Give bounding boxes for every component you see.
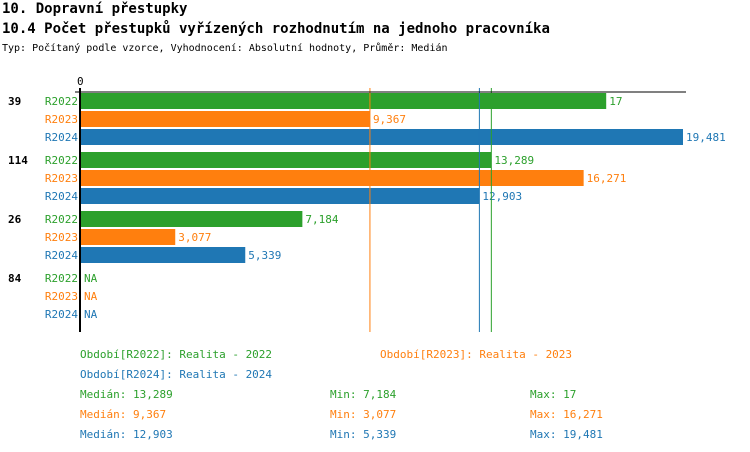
- data-label: 16,271: [587, 172, 627, 185]
- bar-chart: 0 39 R2022 17 R2023 9,367 R2024 19,481 114 R2022 1…: [8, 75, 726, 332]
- bar: [80, 152, 492, 168]
- category-label: 114: [8, 154, 28, 167]
- data-label: 7,184: [305, 213, 338, 226]
- category-label: 26: [8, 213, 22, 226]
- series-label: R2023: [45, 113, 78, 126]
- series-label: R2024: [45, 308, 78, 321]
- data-label: NA: [84, 290, 98, 303]
- series-label: R2022: [45, 213, 78, 226]
- stat-median-r2023: Medián: 9,367: [80, 408, 167, 421]
- stat-max-r2023: Max: 16,271: [530, 408, 603, 421]
- bar: [80, 129, 683, 145]
- data-label: 3,077: [178, 231, 211, 244]
- stat-max-r2022: Max: 17: [530, 388, 577, 401]
- stat-min-r2024: Min: 5,339: [330, 428, 397, 441]
- data-label: 5,339: [248, 249, 281, 262]
- stat-median-r2022: Medián: 13,289: [80, 388, 173, 401]
- stat-max-r2024: Max: 19,481: [530, 428, 603, 441]
- series-label: R2023: [45, 290, 78, 303]
- series-label: R2022: [45, 272, 78, 285]
- bar: [80, 229, 176, 245]
- data-label: 13,289: [494, 154, 534, 167]
- chart-info: Typ: Počítaný podle vzorce, Vyhodnocení:…: [2, 43, 448, 54]
- category-label: 39: [8, 95, 21, 108]
- bar: [80, 93, 607, 109]
- data-label: 9,367: [373, 113, 406, 126]
- stat-median-r2024: Medián: 12,903: [80, 428, 173, 441]
- series-label: R2023: [45, 172, 78, 185]
- series-label: R2024: [45, 249, 78, 262]
- legend-r2023: Období[R2023]: Realita - 2023: [380, 348, 573, 361]
- data-label: NA: [84, 308, 98, 321]
- legend-r2022: Období[R2022]: Realita - 2022: [80, 348, 273, 361]
- series-label: R2022: [45, 154, 78, 167]
- data-label: 12,903: [482, 190, 522, 203]
- series-label: R2023: [45, 231, 78, 244]
- bar: [80, 170, 584, 186]
- bar: [80, 211, 303, 227]
- category-label: 84: [8, 272, 22, 285]
- series-label: R2024: [45, 190, 78, 203]
- data-label: 17: [609, 95, 622, 108]
- stat-min-r2022: Min: 7,184: [330, 388, 397, 401]
- bar: [80, 247, 246, 263]
- stat-min-r2023: Min: 3,077: [330, 408, 397, 421]
- series-label: R2022: [45, 95, 78, 108]
- bar: [80, 188, 480, 204]
- data-label: 19,481: [686, 131, 726, 144]
- data-label: NA: [84, 272, 98, 285]
- legend-r2024: Období[R2024]: Realita - 2024: [80, 368, 273, 381]
- bar: [80, 111, 370, 127]
- page-title: 10. Dopravní přestupky: [2, 1, 188, 17]
- series-label: R2024: [45, 131, 78, 144]
- x-tick-label: 0: [77, 75, 84, 88]
- chart-subtitle: 10.4 Počet přestupků vyřízených rozhodnu…: [2, 21, 550, 37]
